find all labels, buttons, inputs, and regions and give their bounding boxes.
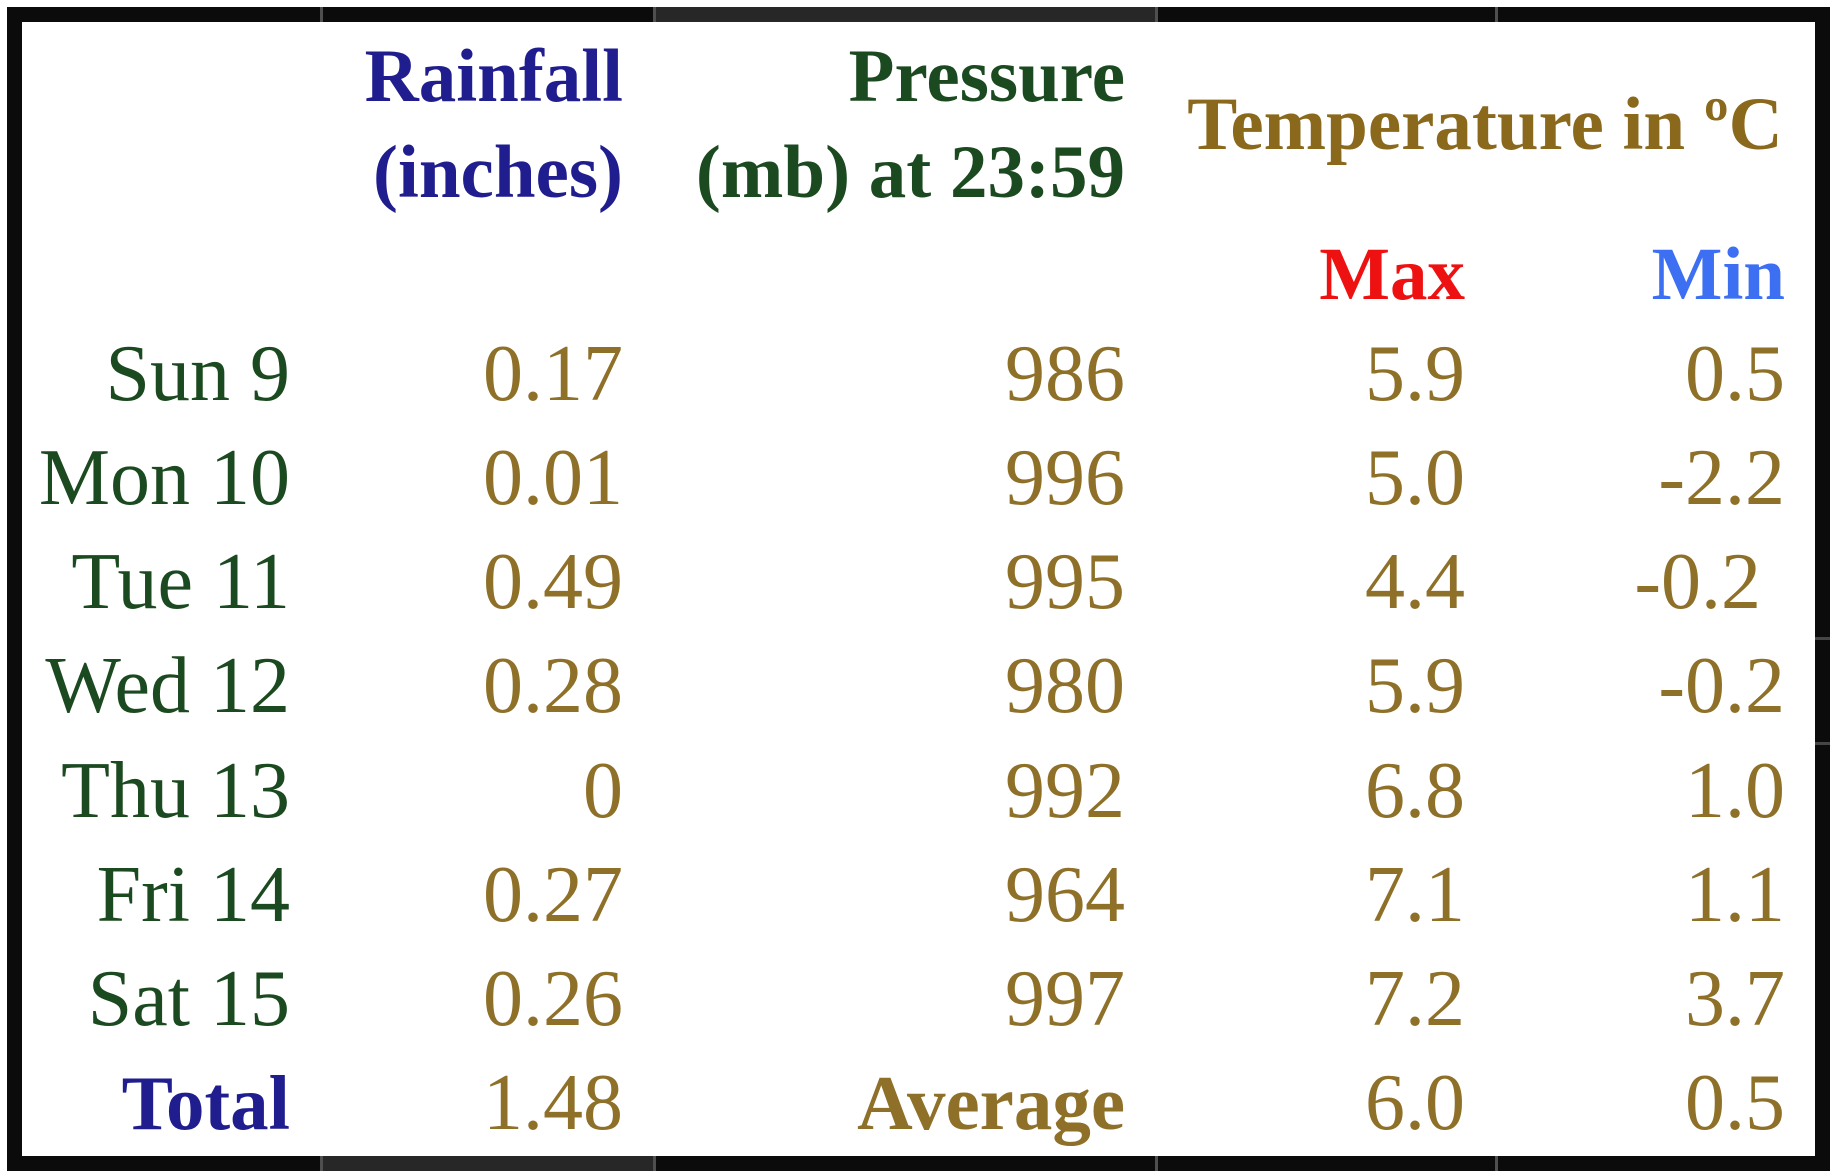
grid-seam bbox=[653, 7, 1155, 22]
rainfall-header-line2: (inches) bbox=[373, 130, 623, 214]
grid-seam bbox=[1155, 7, 1158, 22]
pressure-value: 980 bbox=[1005, 642, 1125, 731]
temp-min-value: 1.1 bbox=[1685, 850, 1785, 939]
average-label: Average bbox=[857, 1060, 1125, 1147]
grid-seam bbox=[653, 1156, 656, 1171]
grid-seam bbox=[1495, 7, 1498, 22]
day-label: Sun 9 bbox=[105, 329, 291, 418]
pressure-header-line2: (mb) at 23:59 bbox=[695, 130, 1125, 214]
day-label: Thu 13 bbox=[61, 746, 290, 835]
weather-table: Rainfall (inches) Pressure (mb) at 23:59… bbox=[22, 22, 1815, 1156]
temp-max-value: 4.4 bbox=[1365, 538, 1465, 627]
min-column-header: Min bbox=[1651, 232, 1785, 316]
day-label: Wed 12 bbox=[45, 642, 290, 731]
pressure-value: 986 bbox=[1005, 329, 1125, 418]
rainfall-value: 0.27 bbox=[483, 850, 623, 939]
subheader-spacer-rainfall bbox=[320, 227, 653, 322]
pressure-value: 996 bbox=[1005, 433, 1125, 522]
rainfall-total: 1.48 bbox=[483, 1059, 623, 1148]
total-label: Total bbox=[121, 1060, 290, 1147]
rainfall-header: Rainfall (inches) bbox=[320, 22, 653, 227]
temp-min-value: -0.2 bbox=[1658, 642, 1785, 731]
rainfall-value: 0.17 bbox=[483, 329, 623, 418]
temp-min-value: 0.5 bbox=[1685, 329, 1785, 418]
temp-max-value: 5.0 bbox=[1365, 433, 1465, 522]
table-frame: Rainfall (inches) Pressure (mb) at 23:59… bbox=[7, 7, 1830, 1171]
rainfall-value: 0.26 bbox=[483, 955, 623, 1044]
grid-seam bbox=[320, 1156, 653, 1171]
day-label: Fri 14 bbox=[96, 850, 290, 939]
max-column-header: Max bbox=[1319, 232, 1465, 316]
grid-seam bbox=[320, 7, 323, 22]
temp-min-value: 1.0 bbox=[1685, 746, 1785, 835]
temp-max-value: 5.9 bbox=[1365, 642, 1465, 731]
rainfall-value: 0.01 bbox=[483, 433, 623, 522]
temp-min-average: 0.5 bbox=[1685, 1059, 1785, 1148]
pressure-value: 995 bbox=[1005, 538, 1125, 627]
rainfall-value: 0.28 bbox=[483, 642, 623, 731]
day-label: Tue 11 bbox=[71, 538, 290, 627]
grid-seam bbox=[1815, 637, 1830, 640]
rainfall-header-line1: Rainfall bbox=[364, 34, 623, 118]
subheader-spacer-day bbox=[22, 227, 320, 322]
grid-seam bbox=[1495, 1156, 1498, 1171]
header-spacer bbox=[22, 22, 320, 227]
grid-seam bbox=[1155, 1156, 1158, 1171]
grid-seam bbox=[653, 7, 656, 22]
temp-min-value: -2.2 bbox=[1658, 433, 1785, 522]
grid-seam bbox=[1815, 742, 1830, 745]
temp-max-value: 6.8 bbox=[1365, 746, 1465, 835]
temperature-header: Temperature in ºC bbox=[1155, 22, 1815, 227]
pressure-header: Pressure (mb) at 23:59 bbox=[653, 22, 1155, 227]
pressure-header-line1: Pressure bbox=[848, 34, 1125, 118]
day-label: Mon 10 bbox=[38, 433, 290, 522]
temp-min-value: -0.2 bbox=[1634, 538, 1761, 627]
temp-max-value: 7.2 bbox=[1365, 955, 1465, 1044]
temp-min-value: 3.7 bbox=[1685, 955, 1785, 1044]
temperature-header-label: Temperature in ºC bbox=[1187, 82, 1783, 166]
grid-seam bbox=[320, 1156, 323, 1171]
temp-max-value: 5.9 bbox=[1365, 329, 1465, 418]
day-label: Sat 15 bbox=[87, 955, 290, 1044]
subheader-spacer-pressure bbox=[653, 227, 1155, 322]
temp-max-average: 6.0 bbox=[1365, 1059, 1465, 1148]
rainfall-value: 0.49 bbox=[483, 538, 623, 627]
temp-max-value: 7.1 bbox=[1365, 850, 1465, 939]
pressure-value: 997 bbox=[1005, 955, 1125, 1044]
pressure-value: 992 bbox=[1005, 746, 1125, 835]
pressure-value: 964 bbox=[1005, 850, 1125, 939]
rainfall-value: 0 bbox=[583, 746, 623, 835]
